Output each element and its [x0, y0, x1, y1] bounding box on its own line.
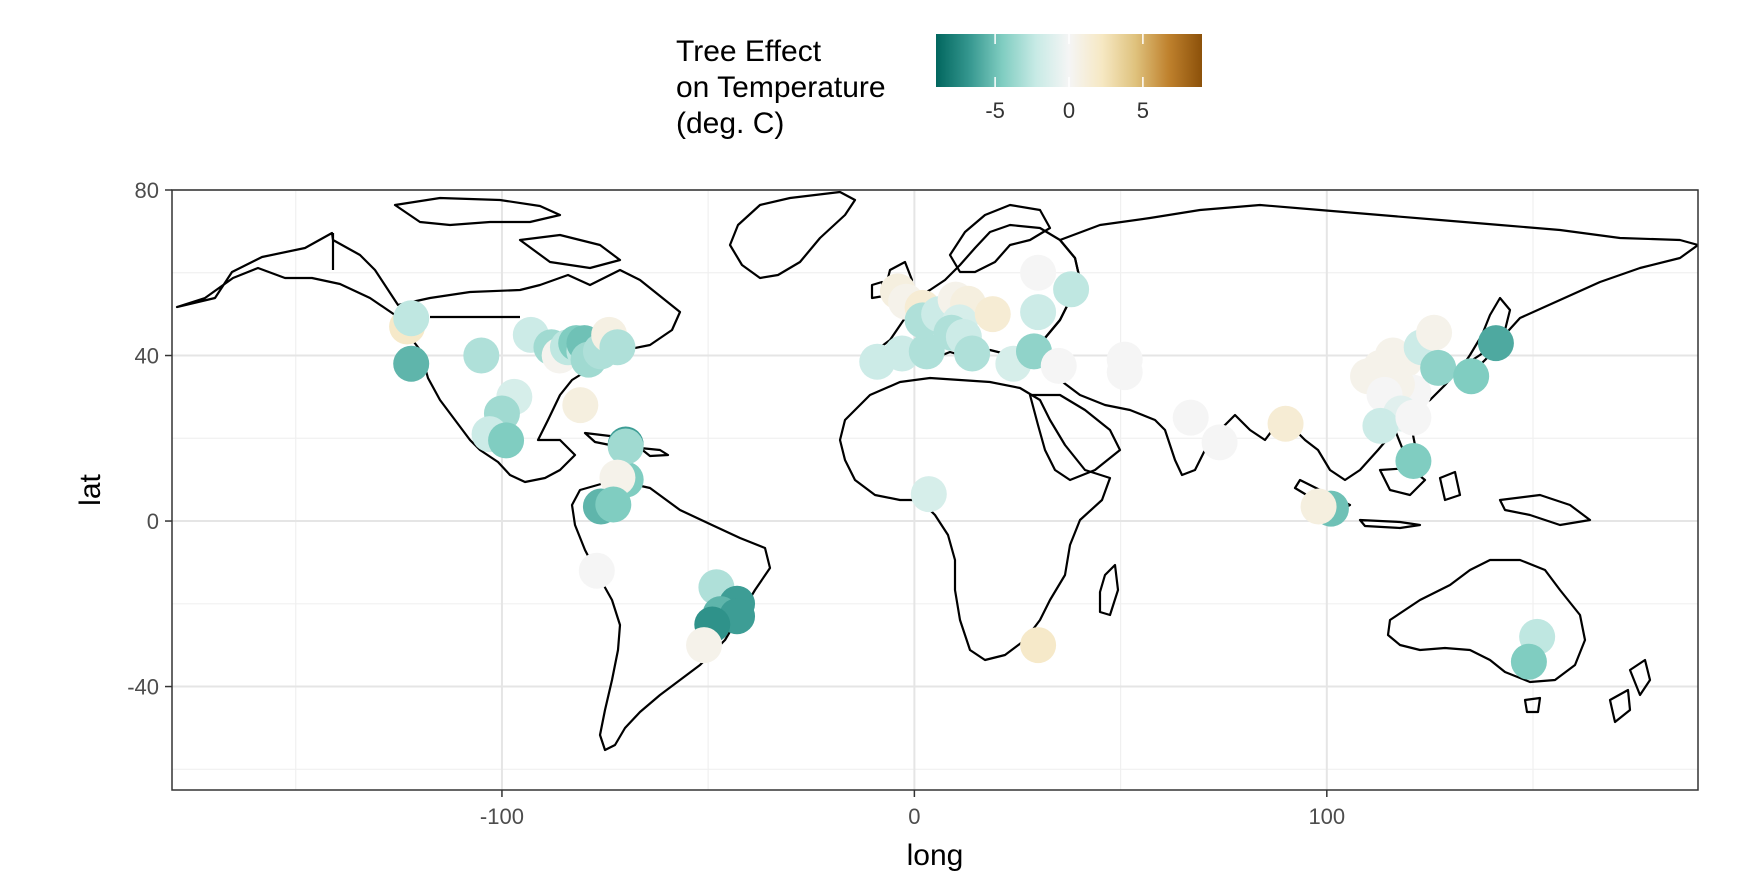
data-point-26 [578, 552, 615, 589]
south-america-outline [570, 478, 772, 752]
greenland-outline [728, 190, 857, 280]
legend-tick-label-0: -5 [985, 98, 1005, 123]
new-zealand-outline [1608, 658, 1652, 724]
data-point-19 [562, 387, 599, 424]
tasmania-outline [1523, 696, 1542, 714]
data-point-46 [954, 335, 991, 372]
data-point-22 [607, 428, 644, 465]
data-point-80 [1510, 643, 1547, 680]
legend-ticks: -5 0 5 [985, 34, 1149, 123]
panel-border [171, 189, 1699, 791]
data-point-38 [908, 333, 945, 370]
asia-outline [1028, 203, 1698, 482]
y-tick-label-1: 40 [135, 344, 159, 369]
legend-title-line-1: Tree Effect [676, 35, 822, 68]
x-axis-title: long [907, 839, 964, 872]
y-axis: 80 40 0 -40 [127, 178, 172, 700]
data-point-62 [1300, 488, 1337, 525]
data-point-76 [1395, 443, 1432, 480]
madagascar-outline [1098, 563, 1120, 617]
data-point-56 [910, 476, 947, 513]
data-point-14 [599, 329, 636, 366]
color-legend: Tree Effect on Temperature (deg. C) -5 0 5 [676, 34, 1202, 140]
data-point-52 [1053, 271, 1090, 308]
y-tick-label-0: 80 [135, 178, 159, 203]
x-tick-label-2: 100 [1308, 804, 1345, 829]
africa-outline [838, 376, 1112, 662]
legend-title-line-3: (deg. C) [676, 107, 784, 140]
data-point-55 [1106, 354, 1143, 391]
data-point-50 [1020, 294, 1057, 331]
data-point-74 [1416, 314, 1453, 351]
arabia-outline [1028, 393, 1122, 482]
legend-tick-label-1: 0 [1063, 98, 1075, 123]
data-point-60 [1267, 405, 1304, 442]
data-point-58 [1172, 399, 1209, 436]
data-point-3 [463, 337, 500, 374]
data-point-77 [1453, 358, 1490, 395]
world-map [175, 190, 1698, 752]
data-point-1 [393, 300, 430, 337]
legend-tick-label-2: 5 [1137, 98, 1149, 123]
data-point-71 [1362, 407, 1399, 444]
data-point-53 [1040, 347, 1077, 384]
data-points [389, 254, 1556, 680]
data-point-51 [1020, 254, 1057, 291]
x-axis: -100 0 100 [480, 790, 1345, 829]
data-point-18 [488, 422, 525, 459]
y-tick-label-2: 0 [147, 509, 159, 534]
australia-outline [1386, 558, 1587, 684]
arctic-islands-outline [393, 196, 622, 270]
data-point-78 [1477, 325, 1514, 362]
data-point-23 [599, 459, 636, 496]
data-point-57 [1020, 627, 1057, 664]
y-tick-label-3: -40 [127, 675, 159, 700]
x-tick-label-1: 0 [908, 804, 920, 829]
legend-title-line-2: on Temperature [676, 71, 886, 104]
x-tick-label-0: -100 [480, 804, 524, 829]
data-point-32 [686, 627, 723, 664]
y-axis-title: lat [74, 473, 107, 505]
data-point-72 [1395, 399, 1432, 436]
data-point-59 [1201, 424, 1238, 461]
data-point-75 [1420, 349, 1457, 386]
scandinavia-outline [948, 203, 1052, 274]
data-point-2 [393, 345, 430, 382]
data-point-25 [595, 486, 632, 523]
plot-panel [171, 189, 1699, 791]
data-point-47 [974, 296, 1011, 333]
